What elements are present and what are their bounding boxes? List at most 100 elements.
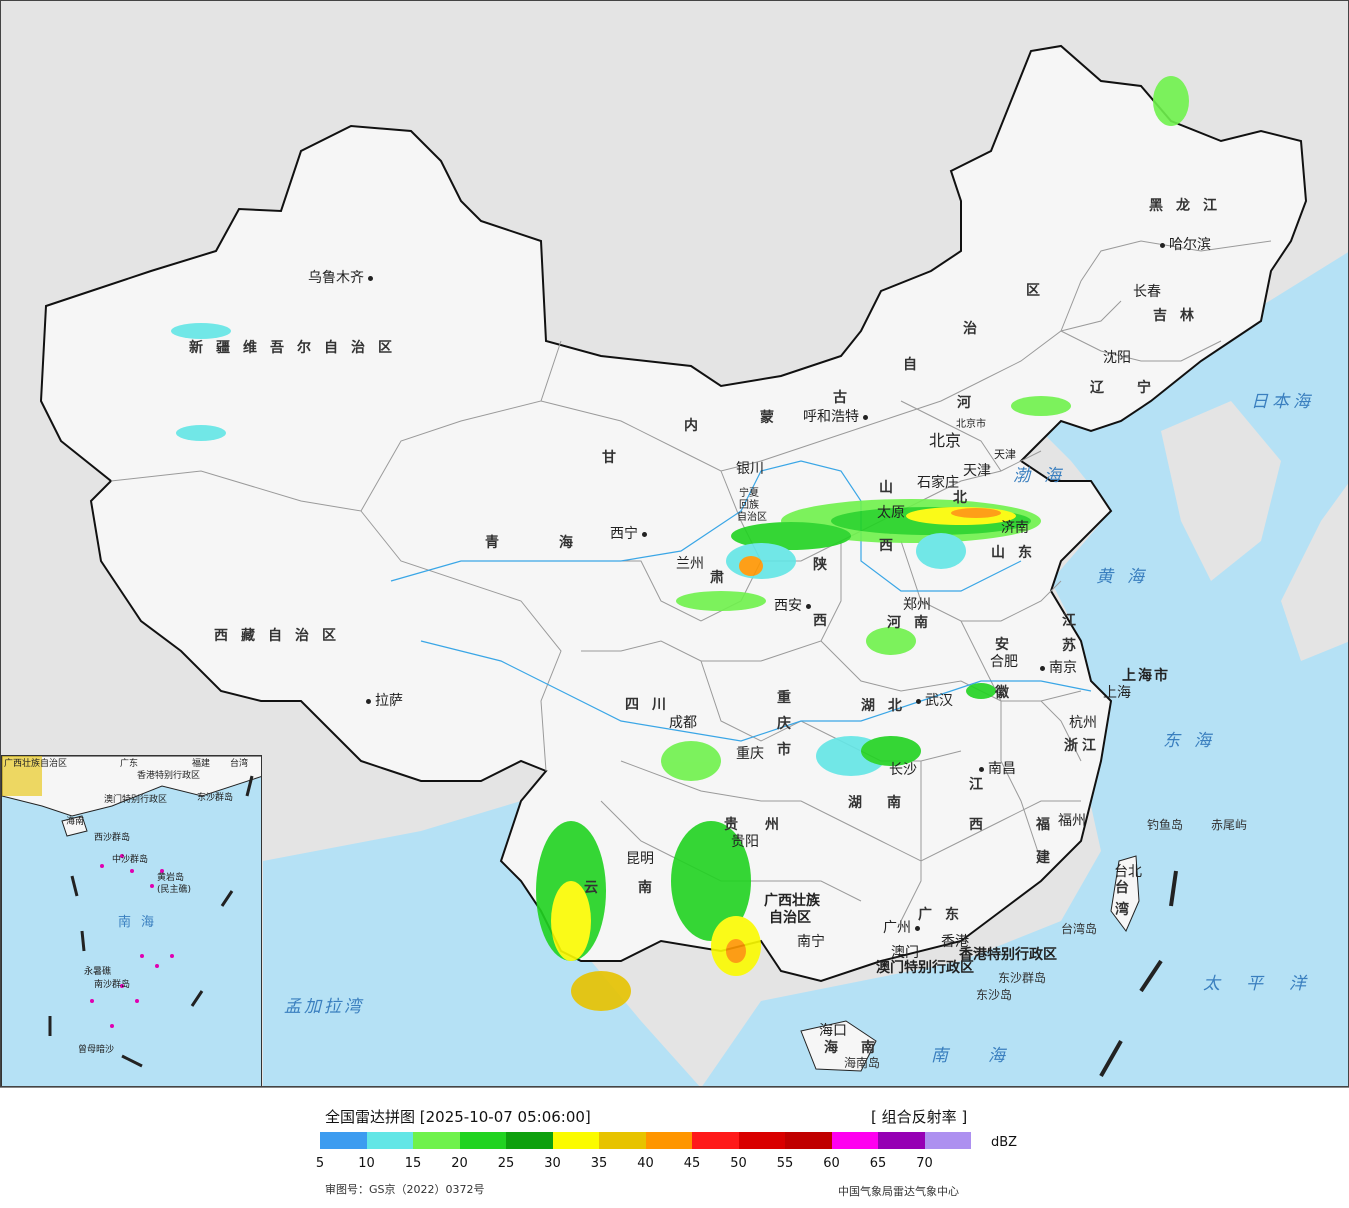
label-chongqing-3: 市 <box>777 742 804 758</box>
city-hangzhou: 杭州 <box>1069 715 1097 731</box>
island-hainan-dao: 海南岛 <box>844 1056 881 1070</box>
label-qinghai-2: 海 <box>559 535 586 551</box>
legend-swatch <box>924 1132 971 1149</box>
island-chiwei: 赤尾屿 <box>1211 818 1248 832</box>
korea-japan-land <box>1161 401 1281 581</box>
label-xizang: 西藏自治区 <box>214 628 349 644</box>
legend-swatch <box>878 1132 925 1149</box>
city-chengdu: 成都 <box>669 715 697 731</box>
label-hunan-2: 南 <box>887 795 914 811</box>
city-xian: 西安 <box>774 599 811 613</box>
city-nanjing: 南京 <box>1040 661 1077 675</box>
label-zhejiang: 浙江 <box>1064 738 1100 754</box>
label-macao-sar: 澳门特别行政区 <box>876 960 974 976</box>
legend-tick-label: 30 <box>544 1156 561 1171</box>
legend-tick-label: 65 <box>869 1156 887 1171</box>
label-nmg-zhi: 治 <box>963 321 990 337</box>
label-henan: 河南 <box>887 615 941 631</box>
label-shandong: 山东 <box>991 545 1045 561</box>
inset-fujian: 福建 <box>192 759 211 769</box>
label-jiangsu-2: 苏 <box>1062 638 1089 654</box>
radar-echoes <box>171 76 1189 1011</box>
label-ningxia-3: 自治区 <box>737 512 767 523</box>
legend-unit: dBZ <box>991 1135 1018 1150</box>
label-qinghai-1: 青 <box>485 535 512 551</box>
city-zhengzhou: 郑州 <box>903 597 931 613</box>
label-anhui-1: 安 <box>995 637 1022 653</box>
city-taipei: 台北 <box>1114 864 1142 880</box>
label-xinjiang: 新疆维吾尔自治区 <box>189 340 405 356</box>
label-guizhou-2: 州 <box>765 817 792 833</box>
label-nmg-qu: 区 <box>1026 283 1053 299</box>
island-taiwan: 台湾岛 <box>1061 922 1098 936</box>
city-nanning: 南宁 <box>797 934 825 950</box>
legend-swatch <box>459 1132 506 1149</box>
legend-swatch <box>645 1132 692 1149</box>
rivers <box>390 460 1092 742</box>
legend-tick-label: 60 <box>823 1156 840 1171</box>
city-wuhan: 武汉 <box>916 694 953 708</box>
sea-huanghai: 黄海 <box>1096 567 1158 587</box>
label-beijing-shi: 北京市 <box>956 419 986 430</box>
legend-swatch <box>413 1132 460 1149</box>
inset-hainan: 海南 <box>66 817 85 827</box>
legend-swatch <box>552 1132 599 1149</box>
legend-tick-label: 15 <box>404 1156 422 1171</box>
city-xining: 西宁 <box>610 527 647 541</box>
label-hebei-1: 河 <box>957 395 984 411</box>
label-yunnan-2: 南 <box>638 880 665 896</box>
inset-huangyan: 黄岩岛 <box>157 873 185 883</box>
legend-tick-label: 25 <box>497 1156 515 1171</box>
hainan-island <box>800 1020 877 1072</box>
label-sichuan: 四川 <box>625 697 679 713</box>
legend-tick-label: 50 <box>730 1156 747 1171</box>
taiwan-island <box>1110 855 1140 932</box>
city-haikou: 海口 <box>819 1023 847 1039</box>
label-jiangxi-2: 西 <box>969 817 996 833</box>
label-chongqing-2: 庆 <box>777 716 804 732</box>
inset-macao: 澳门特别行政区 <box>104 795 168 805</box>
city-guangzhou: 广州 <box>883 921 920 935</box>
nine-dash-segments <box>1099 870 1178 1077</box>
city-shanghai: 上海 <box>1103 685 1131 701</box>
city-urumqi: 乌鲁木齐 <box>308 271 373 285</box>
label-shaanxi-1: 陕 <box>813 557 840 573</box>
inset-zengmu: 曾母暗沙 <box>78 1045 115 1055</box>
label-gansu-1: 甘 <box>602 450 629 466</box>
label-hainan-1: 海 <box>824 1040 851 1056</box>
city-yinchuan: 银川 <box>736 461 764 477</box>
city-guiyang: 贵阳 <box>731 834 759 850</box>
sea-bohai: 渤海 <box>1013 466 1075 486</box>
legend-swatch <box>599 1132 646 1149</box>
legend-approval: 审图号：GS京（2022）0372号 <box>325 1183 485 1196</box>
label-shanghai-shi: 上海市 <box>1122 668 1170 684</box>
label-hubei: 湖北 <box>861 698 915 714</box>
label-hainan-2: 南 <box>861 1040 888 1056</box>
label-taiwan-1: 台 <box>1115 880 1142 896</box>
legend-swatch <box>831 1132 878 1149</box>
legend-swatch <box>738 1132 785 1149</box>
city-shijiazhuang: 石家庄 <box>917 475 959 491</box>
city-harbin: 哈尔滨 <box>1160 238 1211 252</box>
japan-land <box>1281 483 1348 661</box>
label-ningxia-2: 回族 <box>739 500 759 511</box>
city-nanchang: 南昌 <box>979 762 1016 776</box>
inset-minzhujiao: (民主礁) <box>157 885 192 895</box>
legend-tick-label: 70 <box>916 1156 933 1171</box>
label-heilongjiang: 黑龙江 <box>1149 198 1230 214</box>
city-beijing: 北京 <box>929 431 962 450</box>
legend-color-bar <box>320 1132 971 1149</box>
label-hebei-2: 北 <box>953 490 980 506</box>
city-changsha: 长沙 <box>889 762 917 778</box>
inset-hongkong: 香港特别行政区 <box>137 771 201 781</box>
legend-swatch <box>320 1132 367 1149</box>
inset-xisha: 西沙群岛 <box>94 833 131 843</box>
legend-tick-label: 5 <box>315 1156 325 1171</box>
label-liaoning-2: 宁 <box>1137 380 1164 396</box>
south-china-sea-inset: 广西壮族自治区 广东 福建 台湾 香港特别行政区 澳门特别行政区 东沙群岛 海南… <box>1 755 262 1086</box>
legend-title: 全国雷达拼图 [2025-10-07 05:06:00] <box>325 1108 591 1126</box>
legend-ticks: 5 10 15 20 25 30 35 40 45 50 55 60 65 70 <box>300 1156 960 1174</box>
legend-swatch <box>506 1132 553 1149</box>
inset-zhongsha: 中沙群岛 <box>112 855 149 865</box>
label-jiangsu-1: 江 <box>1062 613 1089 629</box>
